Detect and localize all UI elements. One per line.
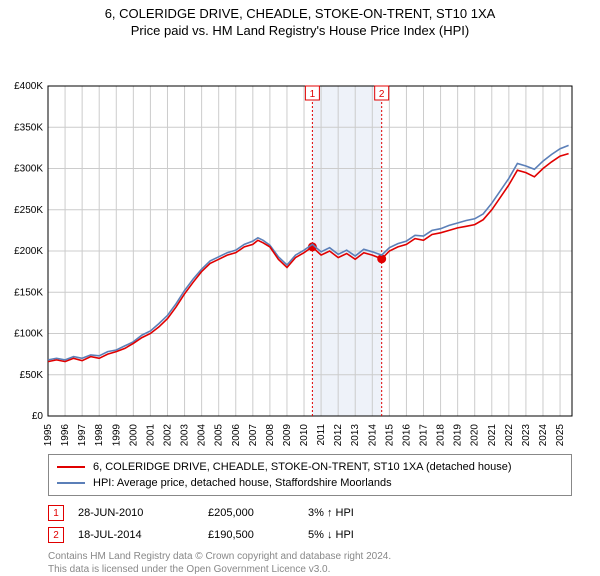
legend-row: 6, COLERIDGE DRIVE, CHEADLE, STOKE-ON-TR…	[57, 459, 563, 475]
y-tick-label: £300K	[14, 164, 43, 175]
event-marker: 2	[48, 527, 64, 543]
x-tick-label: 2018	[436, 424, 447, 447]
x-tick-label: 2003	[180, 424, 191, 447]
legend-row: HPI: Average price, detached house, Staf…	[57, 475, 563, 491]
x-tick-label: 2017	[419, 424, 430, 447]
y-tick-label: £50K	[20, 370, 44, 381]
x-tick-label: 2012	[333, 424, 344, 447]
x-tick-label: 2005	[214, 424, 225, 447]
legend: 6, COLERIDGE DRIVE, CHEADLE, STOKE-ON-TR…	[48, 454, 572, 496]
event-date: 28-JUN-2010	[78, 507, 208, 519]
x-tick-label: 2020	[470, 424, 481, 447]
x-tick-label: 2006	[231, 424, 242, 447]
x-tick-label: 2014	[367, 424, 378, 447]
legend-swatch	[57, 482, 85, 484]
footer-line-2: This data is licensed under the Open Gov…	[48, 563, 572, 576]
event-marker: 1	[48, 505, 64, 521]
event-delta: 3% ↑ HPI	[308, 507, 354, 519]
legend-swatch	[57, 466, 85, 468]
x-tick-label: 2013	[350, 424, 361, 447]
title-line-1: 6, COLERIDGE DRIVE, CHEADLE, STOKE-ON-TR…	[0, 6, 600, 21]
y-tick-label: £350K	[14, 122, 43, 133]
event-marker-label: 1	[310, 89, 316, 100]
x-tick-label: 1998	[94, 424, 105, 447]
y-tick-label: £100K	[14, 329, 43, 340]
y-tick-label: £200K	[14, 246, 43, 257]
footer-line-1: Contains HM Land Registry data © Crown c…	[48, 550, 572, 563]
x-tick-label: 2016	[401, 424, 412, 447]
x-tick-label: 2025	[555, 424, 566, 447]
x-tick-label: 2004	[197, 424, 208, 447]
events-table: 1 28-JUN-2010£205,0003% ↑ HPI 2 18-JUL-2014…	[48, 502, 572, 546]
y-tick-label: £0	[32, 411, 44, 422]
event-date: 18-JUL-2014	[78, 529, 208, 541]
event-price: £190,500	[208, 529, 308, 541]
y-tick-label: £250K	[14, 205, 43, 216]
event-price: £205,000	[208, 507, 308, 519]
y-tick-label: £400K	[14, 81, 43, 92]
event-delta: 5% ↓ HPI	[308, 529, 354, 541]
x-tick-label: 2009	[282, 424, 293, 447]
x-tick-label: 2021	[487, 424, 498, 447]
footer-attribution: Contains HM Land Registry data © Crown c…	[48, 550, 572, 576]
x-tick-label: 2000	[128, 424, 139, 447]
x-tick-label: 1996	[60, 424, 71, 447]
x-tick-label: 2011	[316, 424, 327, 446]
event-row: 1 28-JUN-2010£205,0003% ↑ HPI	[48, 502, 572, 524]
x-tick-label: 2010	[299, 424, 310, 447]
x-tick-label: 2001	[145, 424, 156, 447]
x-tick-label: 1995	[43, 424, 54, 447]
legend-label: 6, COLERIDGE DRIVE, CHEADLE, STOKE-ON-TR…	[93, 461, 512, 473]
y-tick-label: £150K	[14, 287, 43, 298]
x-tick-label: 2022	[504, 424, 515, 447]
x-tick-label: 2002	[162, 424, 173, 447]
price-chart: £0 £50K £100K £150K £200K £250K £300K £350K £400…	[0, 38, 600, 450]
legend-label: HPI: Average price, detached house, Staf…	[93, 477, 392, 489]
x-tick-label: 2024	[538, 424, 549, 447]
x-tick-label: 2019	[453, 424, 464, 447]
x-tick-label: 2007	[248, 424, 259, 447]
title-line-2: Price paid vs. HM Land Registry's House …	[0, 23, 600, 38]
x-tick-label: 2023	[521, 424, 532, 447]
event-row: 2 18-JUL-2014£190,5005% ↓ HPI	[48, 524, 572, 546]
x-tick-label: 2008	[265, 424, 276, 447]
x-tick-label: 1999	[111, 424, 122, 447]
event-marker-label: 2	[379, 89, 385, 100]
x-tick-label: 1997	[77, 424, 88, 447]
x-tick-label: 2015	[384, 424, 395, 447]
